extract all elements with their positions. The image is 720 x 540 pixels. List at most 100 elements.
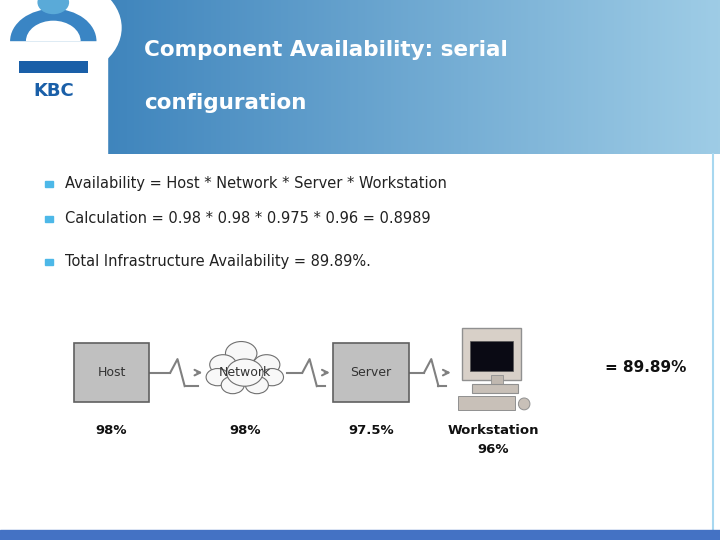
Bar	[466, 0, 469, 154]
Bar	[531, 0, 534, 154]
Bar	[578, 0, 582, 154]
Bar	[427, 0, 431, 154]
Bar	[672, 0, 675, 154]
Bar	[343, 0, 346, 154]
Bar	[194, 0, 197, 154]
Bar	[324, 0, 327, 154]
Bar	[17, 0, 20, 154]
Bar	[377, 0, 380, 154]
Bar	[225, 0, 229, 154]
Bar	[626, 0, 629, 154]
Bar	[209, 0, 212, 154]
Bar	[538, 0, 541, 154]
Bar	[509, 0, 512, 154]
Bar	[31, 0, 35, 154]
Bar	[677, 0, 680, 154]
Bar	[662, 0, 665, 154]
Bar	[110, 0, 114, 154]
Bar	[79, 0, 82, 154]
Bar	[449, 0, 452, 154]
Bar	[151, 0, 154, 154]
Bar	[182, 0, 186, 154]
Bar	[670, 0, 672, 154]
Bar	[581, 0, 584, 154]
Bar	[504, 0, 507, 154]
Bar	[307, 0, 310, 154]
Bar	[5, 0, 8, 154]
Bar	[367, 0, 370, 154]
Bar	[418, 0, 420, 154]
Bar	[408, 0, 411, 154]
Bar	[264, 0, 267, 154]
Bar	[667, 0, 670, 154]
Bar	[103, 0, 107, 154]
Bar	[614, 0, 618, 154]
Bar	[261, 0, 265, 154]
Bar	[413, 0, 416, 154]
Bar	[461, 0, 464, 154]
Text: 98%: 98%	[96, 424, 127, 437]
Bar	[341, 0, 344, 154]
Bar	[9, 0, 13, 154]
Bar	[439, 0, 442, 154]
Bar	[130, 0, 132, 154]
Bar	[135, 0, 138, 154]
Bar	[266, 0, 269, 154]
Bar	[127, 0, 130, 154]
Text: Network: Network	[219, 366, 271, 379]
Bar	[77, 0, 80, 154]
Bar	[19, 0, 22, 154]
Bar	[168, 0, 171, 154]
Bar	[549, 0, 553, 154]
Bar	[490, 0, 492, 154]
Bar	[230, 0, 233, 154]
Bar	[372, 0, 375, 154]
Bar	[351, 0, 354, 154]
Circle shape	[261, 368, 284, 386]
Bar	[117, 0, 121, 154]
Bar	[631, 0, 634, 154]
Bar	[189, 0, 193, 154]
Bar	[583, 0, 586, 154]
Text: Server: Server	[350, 366, 392, 379]
Bar	[139, 0, 143, 154]
Bar	[506, 0, 510, 154]
Bar	[675, 0, 678, 154]
Bar	[624, 0, 627, 154]
Bar	[619, 0, 622, 154]
Bar	[326, 0, 330, 154]
Bar	[473, 0, 476, 154]
Bar	[0, 530, 720, 540]
Bar	[590, 0, 593, 154]
Bar	[99, 0, 102, 154]
Bar	[302, 0, 305, 154]
Text: Availability = Host * Network * Server * Workstation: Availability = Host * Network * Server *…	[65, 176, 446, 191]
Bar	[521, 0, 524, 154]
Ellipse shape	[518, 398, 530, 410]
Bar	[603, 0, 606, 154]
Bar	[317, 0, 320, 154]
Bar	[564, 0, 567, 154]
Bar	[643, 0, 647, 154]
Bar	[156, 0, 159, 154]
Bar	[216, 0, 219, 154]
Bar	[153, 0, 157, 154]
Bar	[60, 0, 63, 154]
Bar	[691, 0, 694, 154]
Bar	[600, 0, 603, 154]
Bar	[621, 0, 625, 154]
Bar	[96, 0, 99, 154]
Bar	[636, 0, 639, 154]
Text: Total Infrastructure Availability = 89.89%.: Total Infrastructure Availability = 89.8…	[65, 254, 371, 269]
Bar	[108, 0, 111, 154]
Bar	[420, 0, 423, 154]
Bar	[355, 0, 359, 154]
Bar	[403, 0, 406, 154]
Text: KBC: KBC	[33, 83, 73, 100]
Bar	[293, 0, 296, 154]
Bar	[269, 0, 272, 154]
Bar	[571, 0, 575, 154]
Bar	[149, 0, 152, 154]
Bar	[542, 0, 546, 154]
Bar	[333, 0, 337, 154]
